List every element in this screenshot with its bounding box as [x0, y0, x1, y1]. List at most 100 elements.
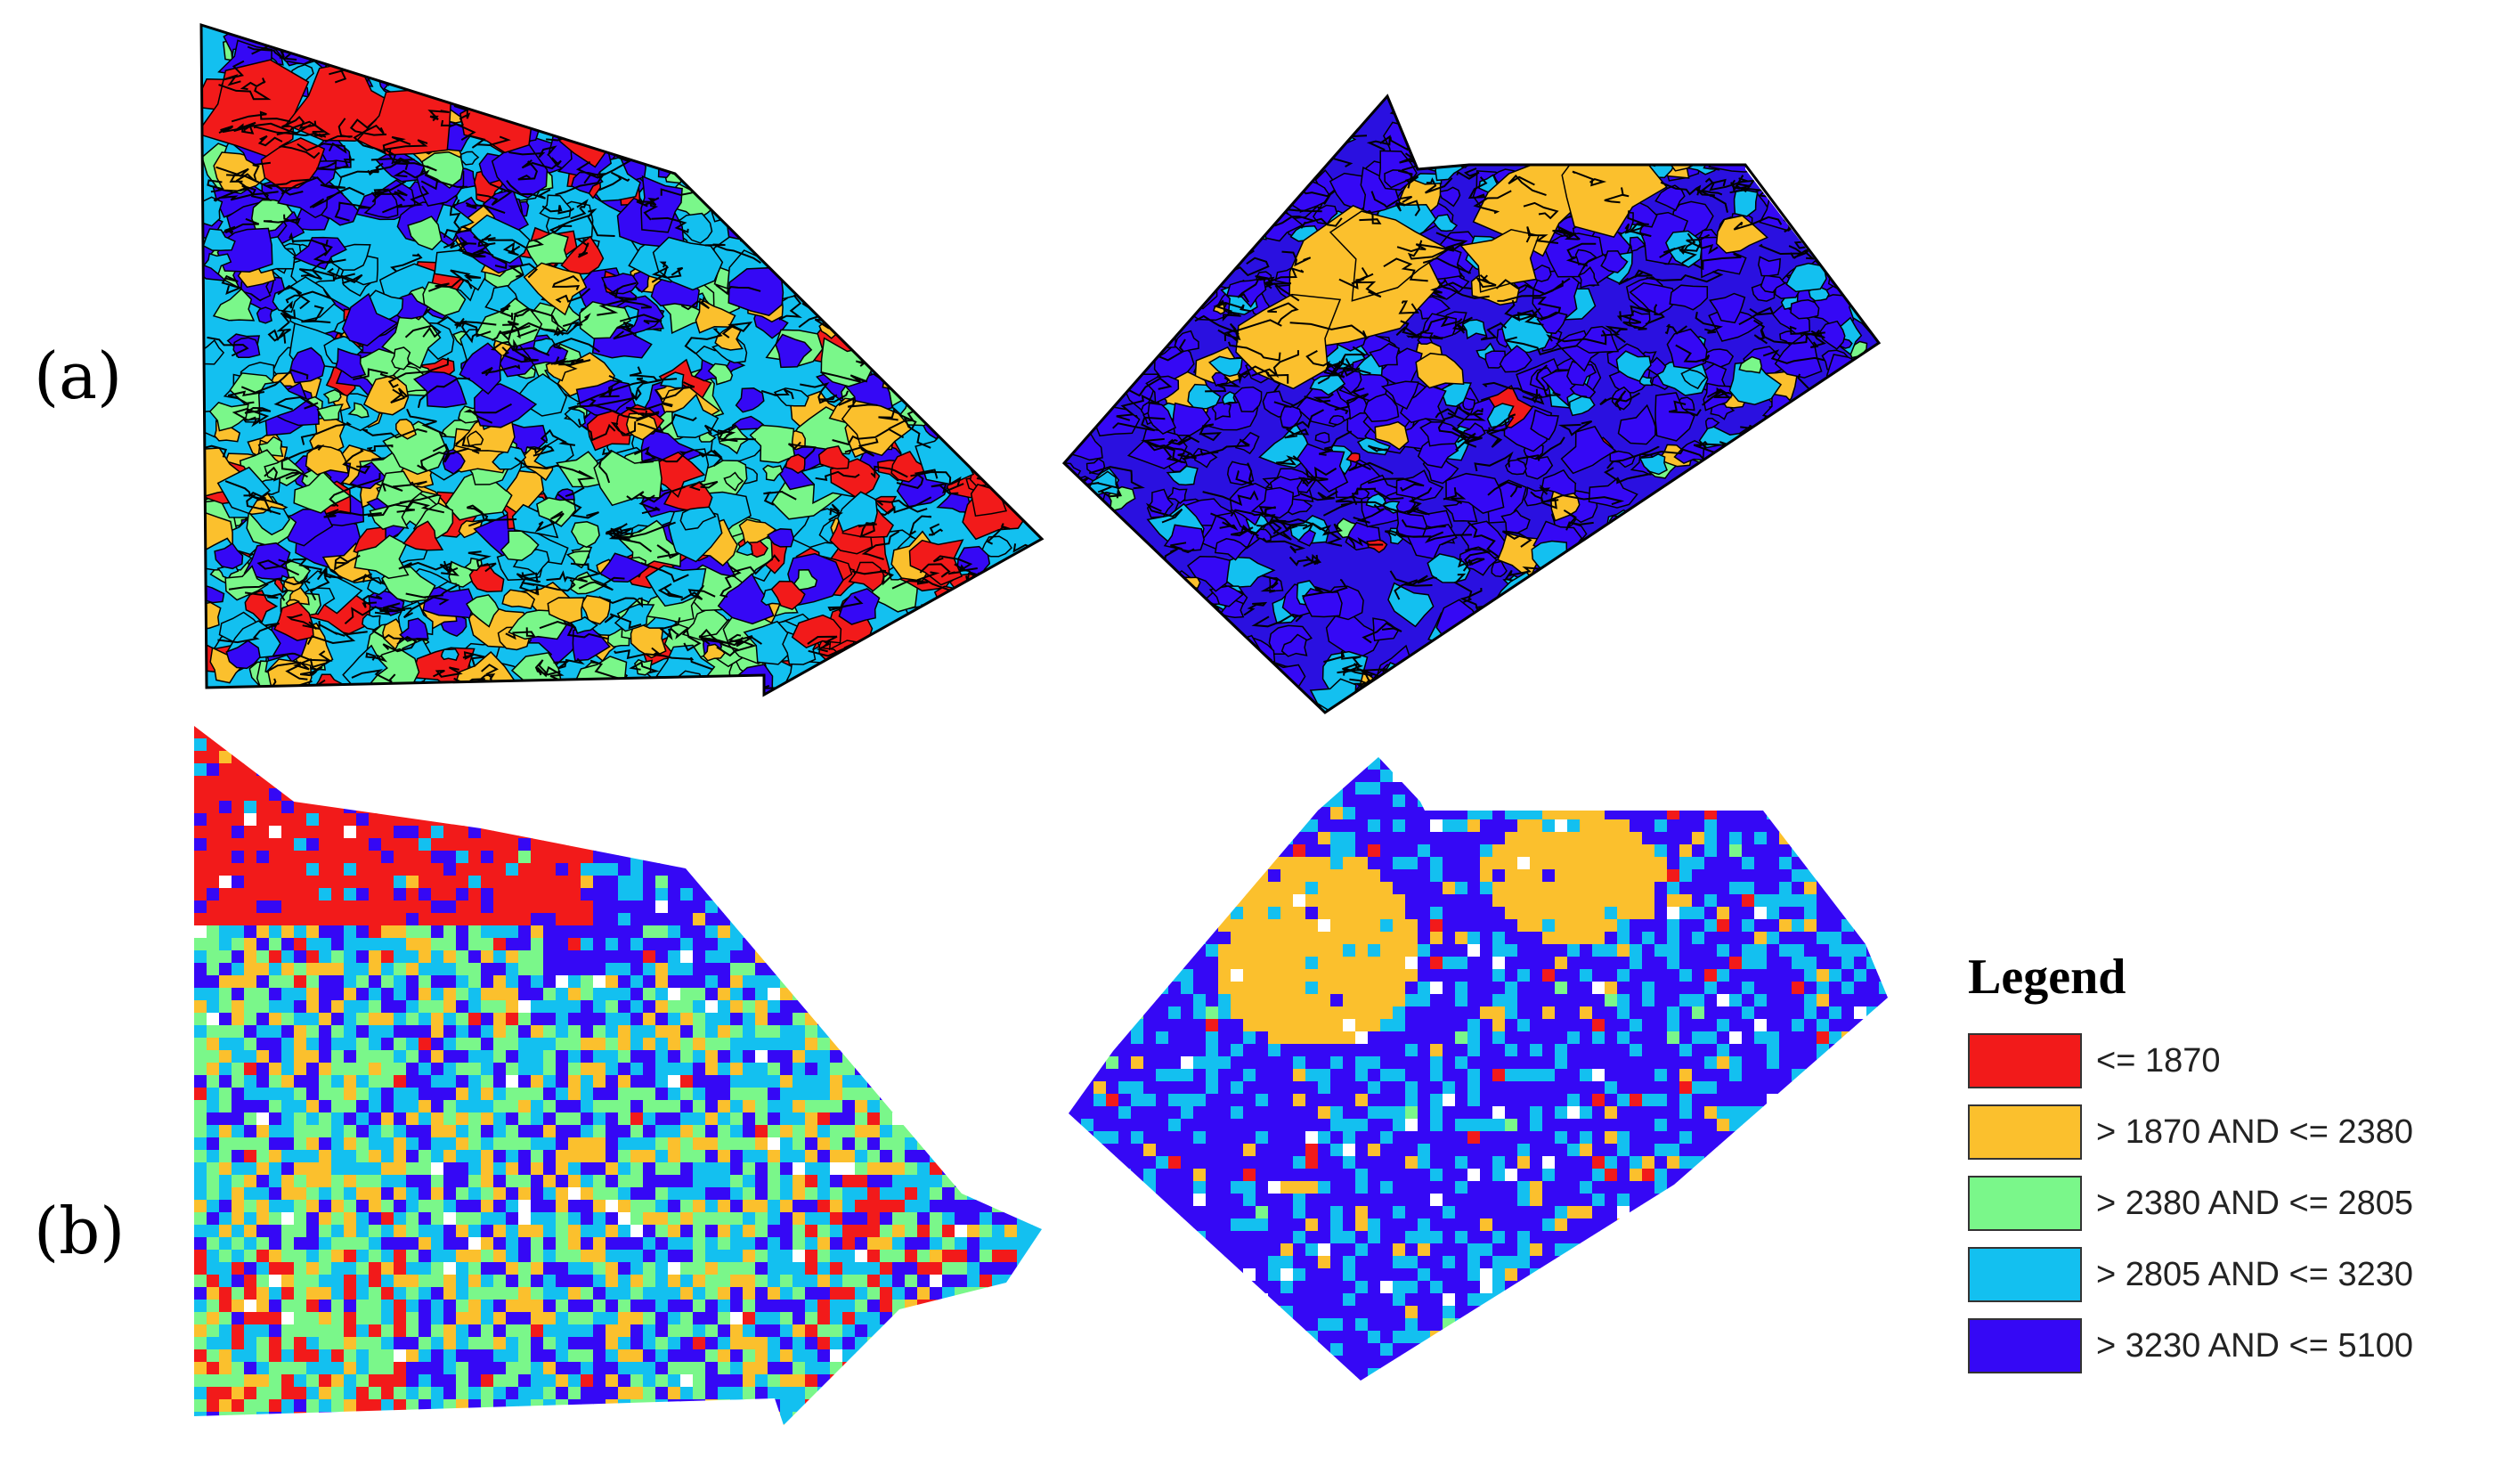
map-patch	[817, 444, 850, 470]
raster-cell	[705, 963, 719, 976]
map-patch	[1817, 225, 1841, 249]
raster-cell	[331, 751, 345, 764]
raster-cell	[1029, 1063, 1042, 1076]
map-patch	[1653, 541, 1698, 570]
map-patch	[201, 196, 224, 227]
raster-cell	[256, 900, 270, 914]
raster-cell	[705, 1125, 719, 1138]
raster-cell	[992, 1025, 1005, 1039]
raster-cell	[531, 1075, 544, 1088]
map-patch	[1152, 175, 1180, 197]
raster-cell	[793, 950, 806, 964]
map-patch	[878, 640, 931, 679]
contour-line	[1440, 135, 1466, 156]
map-patch	[735, 79, 784, 115]
contour-line	[396, 501, 445, 514]
raster-cell	[518, 776, 532, 789]
map-patch	[738, 25, 795, 54]
raster-cell	[880, 863, 893, 876]
raster-cell	[207, 1100, 220, 1113]
raster-cell	[406, 776, 419, 789]
raster-cell	[630, 1088, 644, 1101]
raster-cell	[356, 1187, 370, 1201]
raster-cell	[718, 851, 731, 864]
contour-line	[1003, 361, 1042, 375]
map-patch	[1823, 575, 1851, 597]
contour-line	[1305, 350, 1345, 379]
raster-cell	[755, 826, 768, 839]
raster-cell	[705, 838, 719, 852]
raster-cell	[219, 913, 232, 926]
map-patch	[1222, 133, 1255, 159]
raster-cell	[556, 1088, 569, 1101]
contour-line	[1109, 246, 1145, 265]
contour-line	[1265, 371, 1289, 393]
map-patch	[1717, 128, 1748, 155]
raster-cell	[269, 776, 282, 789]
contour-line	[590, 75, 646, 87]
raster-cell	[194, 726, 207, 739]
raster-cell	[855, 826, 868, 839]
raster-cell	[718, 975, 731, 989]
raster-cell	[1004, 1063, 1018, 1076]
map-patch	[1638, 452, 1668, 476]
raster-cell	[319, 1187, 332, 1201]
raster-cell	[793, 763, 806, 777]
raster-cell	[493, 863, 507, 876]
map-patch	[1193, 630, 1216, 644]
map-patch	[1538, 96, 1557, 110]
raster-cell	[518, 988, 532, 1001]
raster-cell	[219, 1075, 232, 1088]
raster-cell	[493, 1050, 507, 1063]
contour-line	[371, 189, 408, 203]
raster-cell	[842, 776, 856, 789]
raster-cell	[219, 975, 232, 989]
raster-cell	[668, 838, 681, 852]
contour-line	[1176, 589, 1196, 615]
raster-cell	[606, 1150, 619, 1163]
map-patch	[289, 346, 326, 384]
raster-cell	[668, 863, 681, 876]
raster-cell	[394, 963, 407, 976]
raster-cell	[955, 888, 968, 901]
contour-line	[1552, 229, 1581, 240]
raster-cell	[905, 1063, 918, 1076]
map-patch	[997, 192, 1042, 227]
raster-cell	[319, 1000, 332, 1014]
raster-cell	[855, 1137, 868, 1151]
raster-cell	[880, 838, 893, 852]
raster-cell	[917, 876, 931, 889]
raster-cell	[431, 813, 444, 827]
raster-cell	[381, 788, 394, 802]
contour-line	[605, 523, 633, 537]
raster-cell	[718, 863, 731, 876]
raster-cell	[892, 925, 906, 939]
raster-cell	[443, 838, 457, 852]
raster-cell	[506, 1112, 519, 1126]
map-patch	[931, 600, 964, 626]
raster-cell	[680, 776, 694, 789]
raster-cell	[855, 1000, 868, 1014]
contour-line	[307, 268, 355, 281]
raster-cell	[705, 900, 719, 914]
raster-cell	[581, 1050, 594, 1063]
raster-cell	[630, 813, 644, 827]
raster-cell	[830, 1175, 843, 1188]
raster-cell	[817, 826, 831, 839]
contour-line	[1339, 346, 1366, 369]
raster-cell	[256, 1112, 270, 1126]
raster-cell	[630, 888, 644, 901]
raster-cell	[768, 1050, 781, 1063]
map-patch	[1808, 637, 1841, 662]
raster-cell	[905, 1088, 918, 1101]
contour-line	[937, 151, 997, 167]
map-patch	[806, 686, 825, 695]
raster-cell	[967, 726, 980, 739]
raster-cell	[705, 863, 719, 876]
raster-cell	[743, 1125, 756, 1138]
raster-cell	[456, 925, 469, 939]
raster-cell	[743, 1112, 756, 1126]
raster-cell	[556, 801, 569, 814]
raster-cell	[269, 788, 282, 802]
map-patch	[699, 32, 722, 48]
